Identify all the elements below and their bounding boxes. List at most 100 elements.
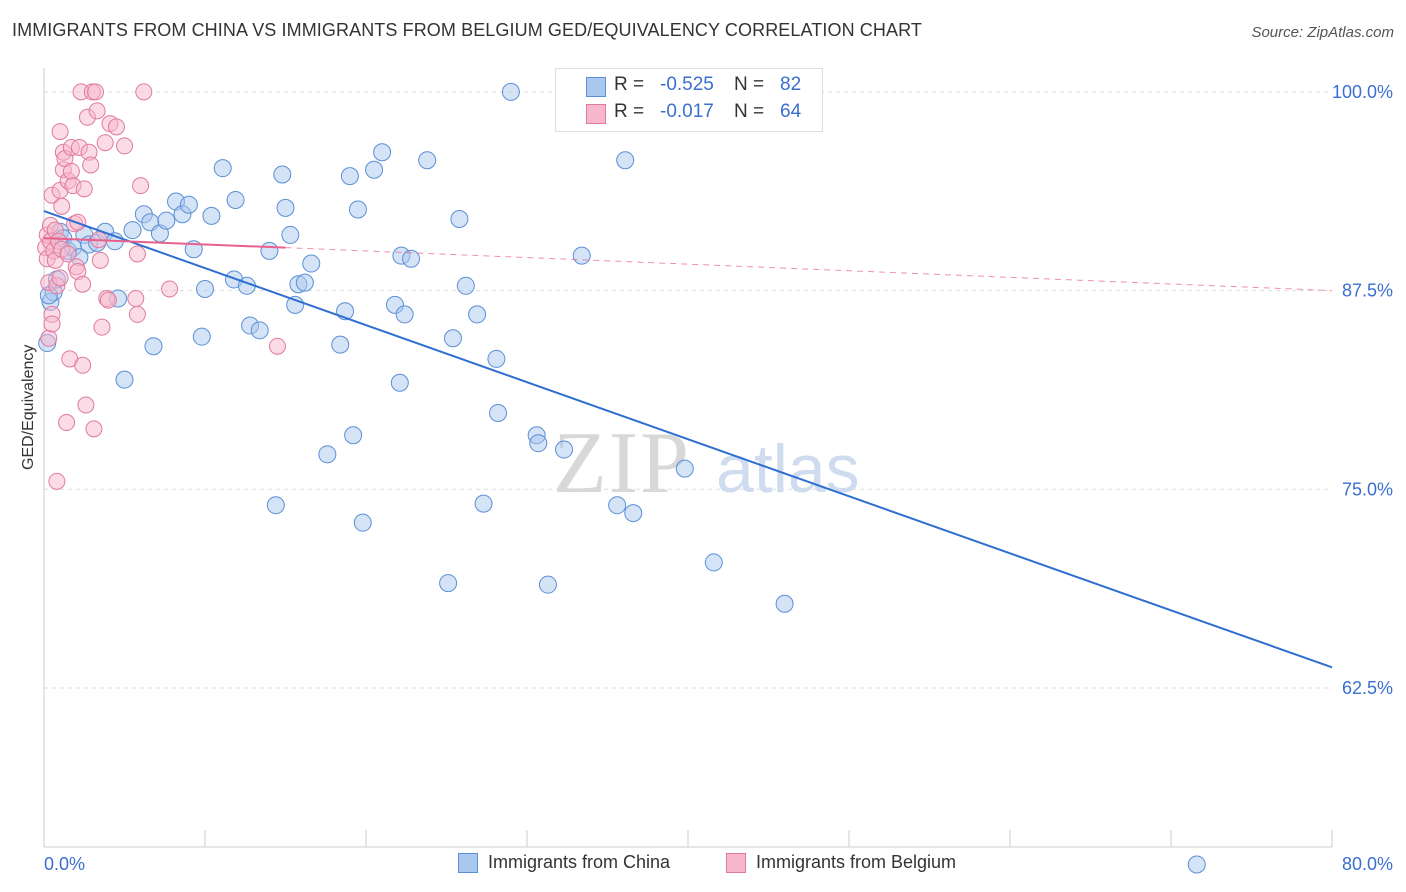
stats-legend: R = -0.525 N = 82 R = -0.017 N = 64 [555,68,823,132]
data-point [487,349,506,368]
data-point [331,335,350,354]
data-point [87,83,105,101]
data-point [555,440,574,459]
data-point [775,594,794,613]
data-point [295,273,314,292]
data-point [608,496,627,515]
y-axis-label: GED/Equivalency [20,344,37,470]
watermark-atlas: atlas [716,431,860,507]
series-legend-swatch-belgium [726,853,746,873]
data-point [260,241,279,260]
data-point [128,305,146,323]
data-point [75,180,93,198]
x-tick-label-min: 0.0% [44,854,85,874]
data-point [213,159,232,178]
data-point [439,574,458,593]
data-point [43,315,61,333]
series-legend-label-china: Immigrants from China [488,852,671,872]
data-point [474,494,493,513]
data-point [456,276,475,295]
data-point [161,280,179,298]
data-point [202,206,221,225]
data-point [443,329,462,348]
data-point [40,329,58,347]
data-point [51,269,69,287]
trend-line-belgium-extension [285,247,1333,292]
data-point [74,275,92,293]
data-point [144,337,163,356]
data-point [353,513,372,532]
data-point [116,137,133,155]
y-tick-label: 62.5% [1342,678,1393,698]
chart-title: IMMIGRANTS FROM CHINA VS IMMIGRANTS FROM… [12,20,922,40]
data-point [196,279,214,298]
data-point [390,373,409,392]
data-point [501,82,520,101]
data-point [348,200,367,219]
data-point [115,370,134,389]
data-point [99,291,117,309]
data-point [132,177,150,195]
watermark-zip: ZIP [553,415,691,512]
data-point [107,118,125,136]
data-point [704,553,723,572]
data-point [529,434,548,453]
data-point [266,496,285,515]
y-tick-label: 100.0% [1332,82,1393,102]
data-point [48,472,66,490]
data-point [281,225,300,244]
data-point [157,211,176,230]
legend-r-label-china: R = [614,74,645,95]
legend-n-label-belgium: N = [734,101,765,122]
series-legend-swatch-china [458,853,478,873]
data-point [675,459,694,478]
data-point [418,151,437,170]
data-point [250,321,269,340]
data-point [268,337,286,355]
y-tick-labels: 62.5% 75.0% 87.5% 100.0% [1332,82,1393,698]
legend-n-label-china: N = [734,74,765,95]
data-point [85,420,103,438]
data-point [273,165,292,184]
data-point [91,251,109,269]
data-point [179,195,198,214]
data-point [53,197,71,215]
series-legend-label-belgium: Immigrants from Belgium [756,852,957,872]
data-point [538,575,557,594]
data-point [373,143,392,162]
legend-swatch-china [586,77,606,97]
legend-r-value-china: -0.525 [660,74,714,95]
y-tick-label: 87.5% [1342,281,1393,301]
data-point [395,305,414,324]
series-belgium-points [37,83,286,490]
data-point [88,102,106,120]
data-point [489,403,508,422]
data-point [276,198,295,217]
data-point [128,245,146,263]
data-point [58,414,76,432]
data-point [77,396,95,414]
data-point [450,210,469,229]
data-point [93,318,111,336]
data-point [318,445,337,464]
trend-line-china [43,210,1333,669]
data-point [226,190,245,209]
data-point [62,162,80,180]
data-point [468,305,487,324]
trend-lines [43,210,1333,669]
x-ticks [43,830,1333,847]
data-point [59,245,77,263]
legend-swatch-belgium [586,104,606,124]
data-point [74,356,92,374]
data-point [127,290,145,308]
legend-n-value-belgium: 64 [780,101,802,122]
data-point [572,246,591,265]
data-point [51,123,69,141]
legend-n-value-china: 82 [780,74,802,95]
data-point [616,151,635,170]
trend-line-belgium [43,237,286,249]
data-point [135,83,153,101]
data-point [302,254,321,273]
x-tick-label-max: 80.0% [1342,854,1393,874]
